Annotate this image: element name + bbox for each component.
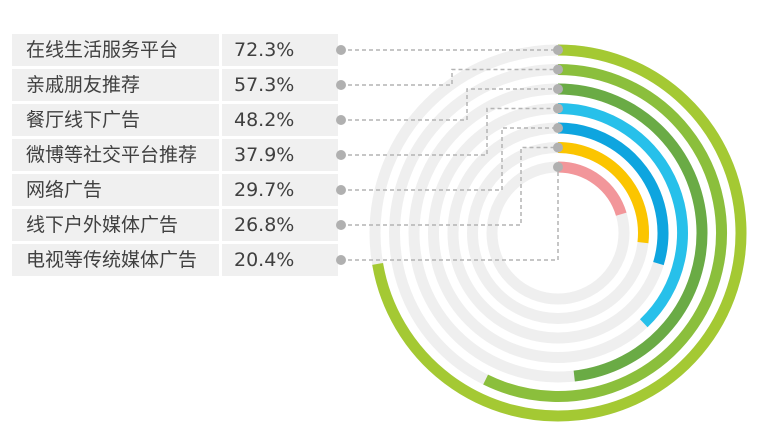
leader-line — [341, 88, 556, 121]
series-arc — [557, 142, 649, 244]
leader-dot — [336, 220, 346, 230]
ring-start-dot — [553, 84, 563, 94]
legend-value-label: 29.7% — [222, 174, 338, 206]
series-arc — [557, 122, 669, 266]
legend-value-label: 48.2% — [222, 104, 338, 136]
series-arc — [557, 161, 627, 216]
ring-start-dot — [553, 64, 563, 75]
legend-row: 在线生活服务平台 72.3% — [12, 34, 338, 66]
legend-category-label: 亲戚朋友推荐 — [12, 69, 219, 101]
legend-value-label: 37.9% — [222, 139, 338, 171]
series-arc — [372, 44, 747, 422]
leader-dot — [336, 45, 346, 55]
ring-start-dot — [553, 45, 563, 55]
legend-table: 在线生活服务平台 72.3% 亲戚朋友推荐 57.3% 餐厅线下广告 48.2% 微博等社交… — [12, 34, 338, 279]
leader-line — [341, 169, 559, 261]
legend-value-label: 72.3% — [222, 34, 338, 66]
ring-start-dot — [553, 103, 563, 114]
leader-line — [341, 107, 556, 156]
legend-row: 电视等传统媒体广告 20.4% — [12, 244, 338, 276]
legend-value-label: 26.8% — [222, 209, 338, 241]
leader-dot — [336, 255, 346, 265]
legend-row: 网络广告 29.7% — [12, 174, 338, 206]
legend-category-label: 线下户外媒体广告 — [12, 209, 219, 241]
legend-row: 餐厅线下广告 48.2% — [12, 104, 338, 136]
legend-category-label: 微博等社交平台推荐 — [12, 139, 219, 171]
legend-category-label: 网络广告 — [12, 174, 219, 206]
legend-row: 线下户外媒体广告 26.8% — [12, 209, 338, 241]
series-arc — [557, 83, 708, 382]
ring-start-dot — [553, 123, 563, 133]
legend-category-label: 电视等传统媒体广告 — [12, 244, 219, 276]
legend-row: 微博等社交平台推荐 37.9% — [12, 139, 338, 171]
ring-start-dot — [553, 142, 563, 153]
legend-row: 亲戚朋友推荐 57.3% — [12, 69, 338, 101]
leader-line — [341, 146, 556, 226]
series-arc — [483, 64, 727, 402]
leader-line — [341, 127, 556, 191]
leader-dot — [336, 185, 346, 195]
leader-line — [341, 68, 556, 86]
legend-value-label: 20.4% — [222, 244, 338, 276]
legend-category-label: 在线生活服务平台 — [12, 34, 219, 66]
leader-dot — [336, 150, 346, 160]
leader-dot — [336, 80, 346, 90]
leader-dot — [336, 115, 346, 125]
legend-category-label: 餐厅线下广告 — [12, 104, 219, 136]
ring-start-dot — [553, 162, 563, 172]
series-arc — [557, 103, 688, 328]
legend-value-label: 57.3% — [222, 69, 338, 101]
